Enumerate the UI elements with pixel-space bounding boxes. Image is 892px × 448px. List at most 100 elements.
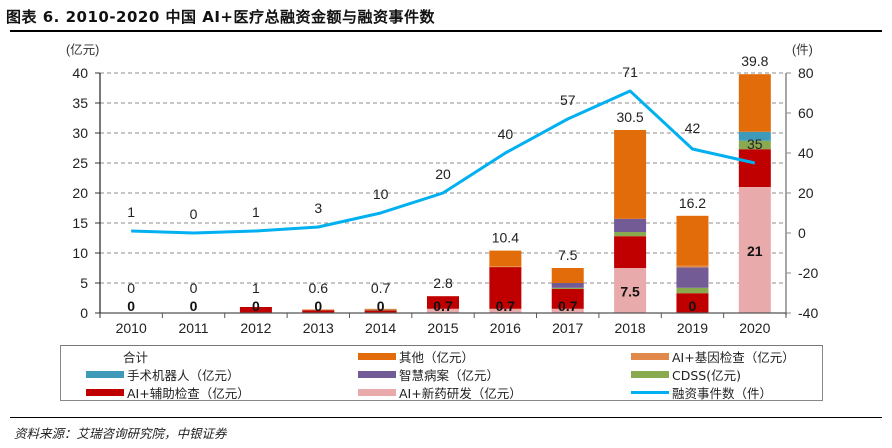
total-label: 39.8 <box>741 53 768 69</box>
bar-segment-smart-records <box>551 283 584 288</box>
drug-rd-label: 21 <box>747 243 763 259</box>
bar-segment-drug-rd <box>551 308 584 313</box>
right-axis-tick-label: 40 <box>798 145 814 161</box>
legend-item-surgical-robot: 手术机器人（亿元） <box>86 365 240 384</box>
left-axis-unit-label: (亿元) <box>66 42 99 57</box>
bar-segment-other <box>614 130 647 219</box>
event-count-label: 20 <box>435 166 451 182</box>
bar-segment-gene-exam <box>676 265 709 268</box>
right-axis-tick-label: -20 <box>798 265 818 281</box>
legend-item-other: 其他（亿元） <box>358 347 474 366</box>
right-axis-tick-label: 20 <box>798 185 814 201</box>
total-label: 30.5 <box>616 109 643 125</box>
right-axis-tick-label: 0 <box>798 225 806 241</box>
event-count-label: 40 <box>498 126 514 142</box>
event-count-label: 3 <box>314 200 322 216</box>
event-count-label: 57 <box>560 92 576 108</box>
right-axis-unit-label: (件) <box>792 43 813 57</box>
x-axis-tick-label: 2015 <box>427 320 458 336</box>
legend-item-cdss: CDSS(亿元) <box>631 365 741 384</box>
total-label: 0.6 <box>309 280 329 296</box>
bar-segment-aux-exam <box>738 149 771 187</box>
x-axis-tick-label: 2017 <box>552 320 583 336</box>
bar-segment-other <box>738 74 771 132</box>
legend-item-total: 合计 <box>123 347 148 366</box>
bar-segment-aux-exam <box>364 310 397 313</box>
event-count-label: 1 <box>127 204 135 220</box>
x-axis-tick-label: 2019 <box>677 320 708 336</box>
bar-segment-aux-exam <box>614 236 647 268</box>
x-axis-tick-label: 2011 <box>178 320 208 336</box>
title-divider <box>10 30 882 32</box>
legend-label: 融资事件数（件） <box>672 386 773 401</box>
legend-label: CDSS(亿元) <box>672 368 741 383</box>
drug-rd-label: 0.7 <box>558 298 578 314</box>
drug-rd-label: 7.5 <box>620 284 640 300</box>
total-label: 0 <box>190 280 198 296</box>
bar-segment-other <box>489 250 522 267</box>
drug-rd-label: 0 <box>252 298 260 314</box>
total-label: 7.5 <box>558 247 578 263</box>
drug-rd-label: 0.7 <box>496 298 516 314</box>
x-axis-tick-label: 2016 <box>490 320 521 336</box>
bar-segment-other <box>551 268 584 283</box>
right-axis-tick-label: 60 <box>798 105 814 121</box>
bar-segment-other <box>676 215 709 266</box>
legend-swatch-cdss <box>631 371 669 378</box>
drug-rd-label: 0 <box>190 298 198 314</box>
bar-segment-drug-rd <box>427 308 459 313</box>
bar-segment-smart-records <box>614 218 647 232</box>
event-count-label: 35 <box>747 136 763 152</box>
x-axis-tick-label: 2020 <box>739 320 770 336</box>
legend-label: 智慧病案（亿元） <box>399 368 500 383</box>
bar-segment-cdss <box>551 287 584 289</box>
drug-rd-label: 0.7 <box>433 298 453 314</box>
x-axis-tick-label: 2012 <box>240 320 271 336</box>
legend-swatch-drug-rd <box>358 389 396 396</box>
legend-swatch-gene <box>631 353 669 360</box>
left-axis-tick-label: 0 <box>80 305 88 321</box>
bar-segment-drug-rd <box>489 308 522 313</box>
total-label: 0 <box>127 280 135 296</box>
legend-swatch-surgical-robot <box>86 371 124 378</box>
bar-segment-drug-rd <box>738 187 771 313</box>
right-axis-tick-label: 80 <box>798 65 814 81</box>
total-label: 10.4 <box>492 230 519 246</box>
total-label: 1 <box>252 280 260 296</box>
left-axis-tick-label: 20 <box>72 185 88 201</box>
bar-segment-smart-records <box>676 267 709 288</box>
legend-swatch-smart-records <box>358 371 396 378</box>
x-axis-tick-label: 2014 <box>365 320 396 336</box>
event-count-label: 1 <box>252 204 260 220</box>
drug-rd-label: 0 <box>377 298 385 314</box>
total-label: 0.7 <box>371 280 391 296</box>
legend-item-smart-records: 智慧病案（亿元） <box>358 365 499 384</box>
legend-item-drug-rd: AI+新药研发（亿元） <box>358 383 522 402</box>
legend-item-event-count: 融资事件数（件） <box>631 383 772 402</box>
x-axis-tick-label: 2010 <box>116 320 147 336</box>
legend-item-gene: AI+基因检查（亿元） <box>631 347 795 366</box>
legend-swatch-aux-exam <box>86 389 124 396</box>
bar-segment-cdss <box>676 287 709 294</box>
event-count-label: 71 <box>622 64 638 80</box>
total-label: 2.8 <box>433 275 453 291</box>
bar-segment-aux-exam <box>427 296 459 309</box>
bar-segment-cdss <box>614 232 647 237</box>
event-count-label: 0 <box>190 206 198 222</box>
legend-swatch-event-count <box>631 391 669 394</box>
bar-segment-aux-exam <box>489 266 522 309</box>
left-axis-tick-label: 30 <box>72 125 88 141</box>
event-count-label: 42 <box>685 120 701 136</box>
bar-segment-aux-exam <box>239 307 272 313</box>
left-axis-tick-label: 10 <box>72 245 88 261</box>
right-axis-tick-label: -40 <box>798 305 818 321</box>
event-count-line <box>131 89 756 235</box>
legend-label: 其他（亿元） <box>399 350 475 365</box>
event-count-label: 10 <box>373 186 389 202</box>
left-axis-tick-label: 5 <box>80 275 88 291</box>
drug-rd-label: 0 <box>314 298 322 314</box>
drug-rd-label: 0 <box>127 298 135 314</box>
bar-segment-gene-exam <box>302 309 335 311</box>
legend-label: AI+新药研发（亿元） <box>399 386 522 401</box>
x-axis-tick-label: 2013 <box>303 320 334 336</box>
